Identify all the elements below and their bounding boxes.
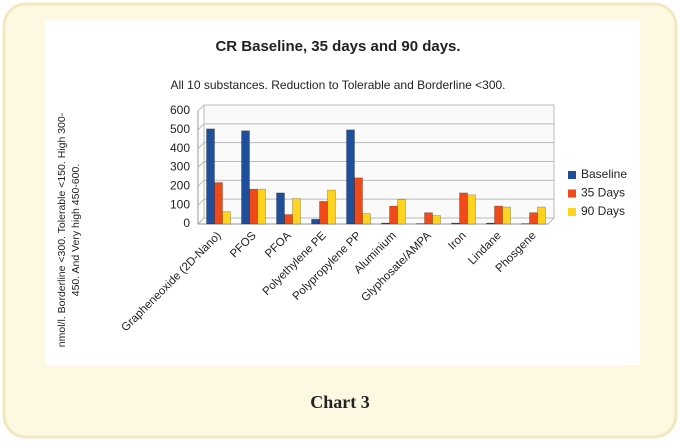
bar — [293, 199, 301, 224]
bar — [215, 183, 223, 224]
y-tick-label: 600 — [170, 103, 190, 117]
bar — [538, 207, 546, 224]
caption: Chart 3 — [310, 392, 370, 412]
y-tick-label: 500 — [170, 122, 190, 136]
chart-subtitle: All 10 substances. Reduction to Tolerabl… — [171, 78, 506, 92]
y-tick-label: 300 — [170, 160, 190, 174]
bar — [320, 201, 328, 224]
bar — [452, 223, 460, 224]
bar — [347, 130, 355, 224]
legend-label: 35 Days — [581, 186, 625, 200]
bar — [363, 214, 371, 224]
bar — [487, 223, 495, 224]
bar — [495, 206, 503, 224]
bar — [223, 212, 231, 224]
bar — [503, 207, 511, 224]
y-axis-label: 450. And Very high 450-600. — [70, 164, 82, 297]
bar — [398, 200, 406, 224]
y-tick-label: 100 — [170, 197, 190, 211]
legend-swatch — [568, 171, 576, 179]
bar — [277, 193, 285, 224]
bar — [285, 215, 293, 224]
bar — [433, 216, 441, 224]
bar — [207, 129, 215, 224]
bar — [460, 193, 468, 224]
y-tick-label: 200 — [170, 179, 190, 193]
y-tick-label: 400 — [170, 141, 190, 155]
bar — [258, 189, 266, 224]
bar — [312, 219, 320, 224]
chart-title: CR Baseline, 35 days and 90 days. — [215, 38, 460, 55]
legend-label: Baseline — [581, 167, 627, 181]
legend-swatch — [568, 190, 576, 198]
bar — [425, 213, 433, 224]
bar — [328, 190, 336, 224]
bar — [468, 195, 476, 224]
bar — [355, 178, 363, 224]
y-tick-label: 0 — [183, 216, 190, 230]
bar — [390, 206, 398, 224]
bar — [530, 213, 538, 224]
bar — [242, 131, 250, 224]
bar — [250, 189, 258, 224]
legend-label: 90 Days — [581, 204, 625, 218]
bar — [382, 223, 390, 224]
y-axis-label: nmol/l. Borderline <300. Tolerable <150.… — [56, 112, 68, 347]
legend-swatch — [568, 208, 576, 216]
